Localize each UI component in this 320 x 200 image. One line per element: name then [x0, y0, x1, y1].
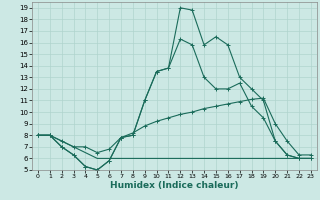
X-axis label: Humidex (Indice chaleur): Humidex (Indice chaleur)	[110, 181, 239, 190]
